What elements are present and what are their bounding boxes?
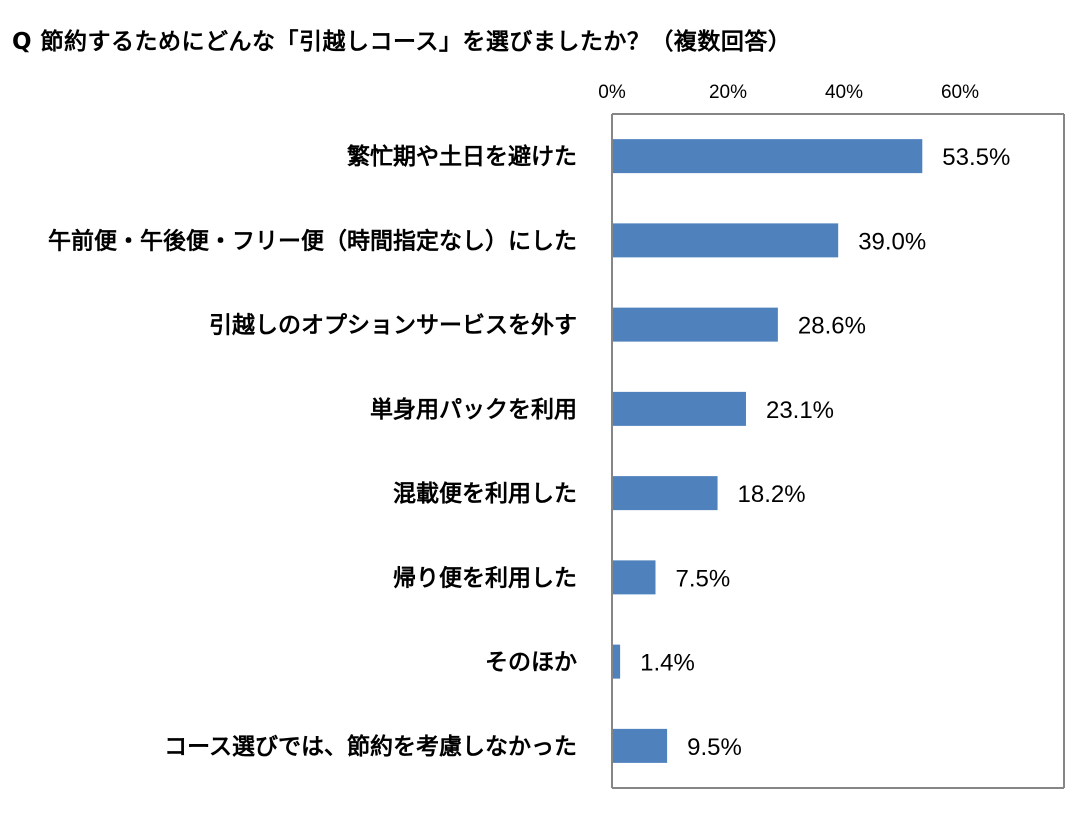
value-label: 53.5% bbox=[942, 144, 1010, 171]
bar bbox=[612, 476, 718, 511]
category-label: 引越しのオプションサービスを外す bbox=[209, 312, 577, 339]
axes-group bbox=[611, 113, 1065, 789]
category-label: 帰り便を利用した bbox=[393, 565, 577, 591]
value-label: 18.2% bbox=[738, 481, 806, 508]
value-label: 39.0% bbox=[858, 228, 926, 255]
value-label: 1.4% bbox=[640, 650, 695, 677]
value-label: 9.5% bbox=[687, 734, 742, 761]
value-label: 7.5% bbox=[676, 565, 731, 592]
x-tick-label: 20% bbox=[709, 82, 747, 103]
bar bbox=[612, 560, 656, 595]
category-label: そのほか bbox=[485, 650, 577, 676]
bar bbox=[612, 728, 668, 763]
bar bbox=[612, 644, 621, 679]
category-label: 単身用パックを利用 bbox=[370, 396, 577, 423]
x-tick-label: 60% bbox=[941, 82, 979, 103]
bar bbox=[612, 139, 923, 174]
bar bbox=[612, 307, 778, 342]
category-label: 繁忙期や土日を避けた bbox=[347, 143, 577, 170]
bar bbox=[612, 223, 839, 258]
bars-group: 繁忙期や土日を避けた 53.5% 午前便・午後便・フリー便（時間指定なし）にした 39… bbox=[48, 139, 1010, 763]
x-tick-label: 40% bbox=[825, 82, 863, 103]
chart-title: Q 節約するためにどんな「引越しコース」を選びましたか？（複数回答） bbox=[12, 29, 792, 55]
category-label: 混載便を利用した bbox=[393, 481, 577, 507]
category-label: 午前便・午後便・フリー便（時間指定なし）にした bbox=[48, 227, 577, 254]
x-axis-ticks: 0% 20% 40% 60% bbox=[598, 82, 979, 103]
bar bbox=[612, 391, 746, 426]
value-label: 23.1% bbox=[766, 397, 834, 424]
x-tick-label: 0% bbox=[598, 82, 626, 103]
category-label: コース選びでは、節約を考慮しなかった bbox=[164, 733, 577, 760]
value-label: 28.6% bbox=[798, 313, 866, 340]
